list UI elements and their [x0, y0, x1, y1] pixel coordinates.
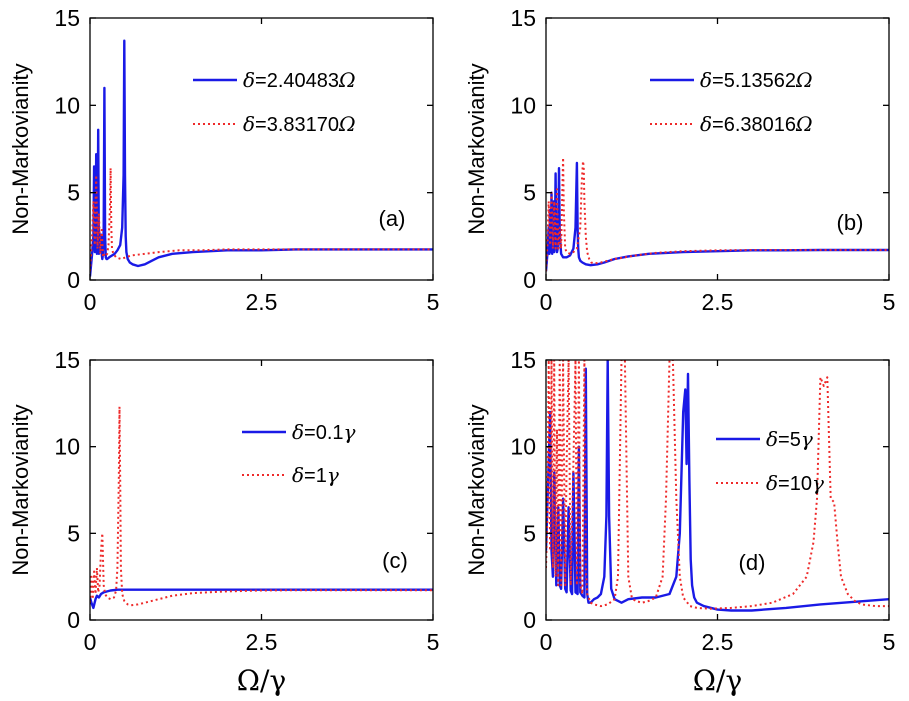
- x-tick-label: 0: [540, 289, 553, 315]
- x-tick-label: 5: [427, 629, 440, 655]
- series-line: [546, 360, 889, 610]
- y-axis-label: Non-Markovianity: [8, 404, 33, 575]
- y-tick-label: 0: [67, 607, 80, 633]
- y-tick-label: 0: [523, 267, 536, 293]
- series-line: [90, 405, 433, 607]
- panel-label: (b): [837, 210, 864, 235]
- y-tick-label: 10: [54, 92, 80, 118]
- x-tick-label: 2.5: [702, 629, 734, 655]
- legend-entry: δ=0.1γ: [292, 420, 356, 444]
- legend-entry: δ=1γ: [292, 463, 339, 487]
- y-tick-label: 10: [54, 434, 80, 460]
- panel-label: (a): [379, 206, 406, 231]
- axes-box: [545, 17, 890, 281]
- y-tick-label: 10: [510, 92, 536, 118]
- series-line: [546, 156, 889, 272]
- legend-entry: δ=5.13562Ω: [700, 68, 813, 92]
- panel-label: (d): [739, 550, 766, 575]
- series-line: [90, 39, 433, 277]
- x-tick-label: 0: [84, 289, 97, 315]
- y-tick-label: 15: [54, 5, 80, 31]
- y-tick-label: 15: [54, 347, 80, 373]
- y-tick-label: 5: [523, 520, 536, 546]
- y-axis-label: Non-Markovianity: [8, 63, 33, 234]
- y-axis-label: Non-Markovianity: [464, 63, 489, 234]
- axes-box: [89, 17, 434, 281]
- y-axis-label: Non-Markovianity: [464, 404, 489, 575]
- chart-panel: 0 2.5 5 0 5 10 15 Non-Markovianity (a) δ=2.40483Ω…: [8, 5, 439, 315]
- series-line: [546, 161, 889, 272]
- y-tick-label: 0: [67, 267, 80, 293]
- legend-entry: δ=2.40483Ω: [243, 68, 356, 92]
- y-tick-label: 15: [510, 347, 536, 373]
- x-tick-label: 2.5: [246, 289, 278, 315]
- legend-entry: δ=6.38016Ω: [700, 112, 813, 136]
- y-tick-label: 5: [523, 180, 536, 206]
- y-tick-label: 5: [67, 520, 80, 546]
- y-tick-label: 0: [523, 607, 536, 633]
- x-tick-label: 0: [84, 629, 97, 655]
- legend: δ=5γ δ=10γ: [716, 427, 824, 495]
- legend: δ=5.13562Ω δ=6.38016Ω: [650, 68, 813, 136]
- x-tick-label: 2.5: [702, 289, 734, 315]
- x-tick-label: 5: [883, 629, 896, 655]
- panel-label: (c): [382, 548, 408, 573]
- y-tick-label: 15: [510, 5, 536, 31]
- x-axis-label: Ω/γ: [237, 664, 286, 697]
- series-line: [90, 167, 433, 272]
- axes-box: [89, 359, 434, 621]
- x-tick-label: 0: [540, 629, 553, 655]
- legend-entry: δ=3.83170Ω: [243, 112, 356, 136]
- y-tick-label: 5: [67, 180, 80, 206]
- x-tick-label: 5: [883, 289, 896, 315]
- series-line: [90, 588, 433, 610]
- chart-panel: 0 2.5 5 0 5 10 15 Non-Markovianity (b) δ=5.13562Ω…: [464, 5, 895, 315]
- legend: δ=0.1γ δ=1γ: [242, 420, 356, 487]
- y-tick-label: 10: [510, 434, 536, 460]
- legend-entry: δ=5γ: [766, 427, 813, 451]
- x-tick-label: 2.5: [246, 629, 278, 655]
- chart-panel: 0 2.5 5 0 5 10 15 Non-Markovianity Ω/γ (d) δ=5γ δ=1…: [464, 347, 895, 697]
- legend-entry: δ=10γ: [766, 471, 824, 495]
- chart-panel: 0 2.5 5051015Non-MarkovianityΩ/γ(c)δ=0.1γδ…: [8, 347, 439, 697]
- x-tick-label: 5: [427, 289, 440, 315]
- axes-box: [545, 359, 890, 621]
- legend: δ=2.40483Ω δ=3.83170Ω: [193, 68, 356, 136]
- series-line: [546, 360, 889, 612]
- x-axis-label: Ω/γ: [693, 664, 742, 697]
